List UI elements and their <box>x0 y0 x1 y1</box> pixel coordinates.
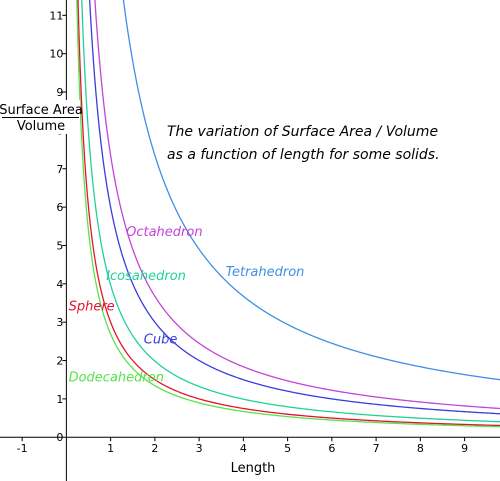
series-label-sphere: Sphere <box>69 300 115 315</box>
x-tick-label: 6 <box>328 442 335 455</box>
x-tick-label: 1 <box>107 442 114 455</box>
y-tick-label: 9 <box>56 86 63 99</box>
series-label-tetrahedron: Tetrahedron <box>226 265 305 280</box>
series-line-cube <box>89 0 500 415</box>
series-line-dodecahedron <box>76 0 500 428</box>
x-tick-label: 2 <box>151 442 158 455</box>
x-tick-label: 5 <box>284 442 291 455</box>
y-tick-label: 5 <box>56 239 63 252</box>
y-axis-label-denominator: Volume <box>17 119 65 134</box>
series-line-sphere <box>77 0 500 427</box>
annotation-line-1: The variation of Surface Area / Volume <box>167 124 438 140</box>
series-labels: Tetrahedron Octahedron Cube Icosahedron Sphe… <box>69 225 305 386</box>
x-tick-label: -1 <box>17 442 28 455</box>
y-tick-label: 4 <box>56 278 63 291</box>
y-tick-label: 6 <box>56 201 63 214</box>
y-tick-label: 10 <box>49 48 63 61</box>
y-tick-label: 3 <box>56 316 63 329</box>
x-tick-label: 8 <box>417 442 424 455</box>
x-tick-label: 7 <box>373 442 380 455</box>
series-label-icosahedron: Icosahedron <box>106 269 186 284</box>
y-tick-label: 2 <box>56 355 63 368</box>
series-line-tetrahedron <box>122 0 500 381</box>
series-curves <box>76 0 500 428</box>
series-label-dodecahedron: Dodecahedron <box>69 371 164 386</box>
y-tick-label: 1 <box>56 393 63 406</box>
y-tick-label: 7 <box>56 163 63 176</box>
tick-labels: -112345678912345678910110 <box>17 9 468 455</box>
x-tick-label: 3 <box>196 442 203 455</box>
series-label-cube: Cube <box>144 332 178 347</box>
y-axis-label-numerator: Surface Area <box>0 103 83 118</box>
x-tick-label: 9 <box>461 442 468 455</box>
annotation-line-2: as a function of length for some solids. <box>167 147 440 163</box>
x-axis-label: Length <box>231 461 276 476</box>
origin-label: 0 <box>56 431 63 444</box>
series-label-octahedron: Octahedron <box>126 225 202 240</box>
y-tick-label: 11 <box>49 9 63 22</box>
series-line-octahedron <box>94 0 500 410</box>
series-line-icosahedron <box>81 0 500 423</box>
x-tick-label: 4 <box>240 442 247 455</box>
